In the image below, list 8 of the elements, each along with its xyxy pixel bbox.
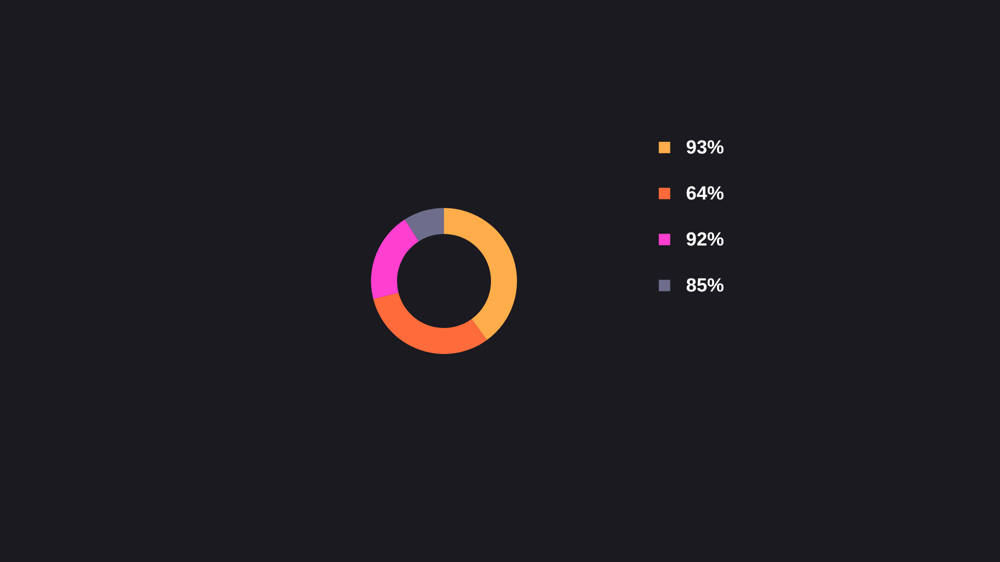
donut-slice — [444, 208, 517, 340]
legend-label: 64% — [686, 184, 724, 204]
donut-slice — [371, 219, 419, 300]
donut-slice — [373, 292, 487, 354]
legend-label: 85% — [686, 276, 724, 296]
donut-slice — [404, 208, 444, 242]
legend-label: 93% — [686, 138, 724, 158]
legend-label: 92% — [686, 230, 724, 250]
